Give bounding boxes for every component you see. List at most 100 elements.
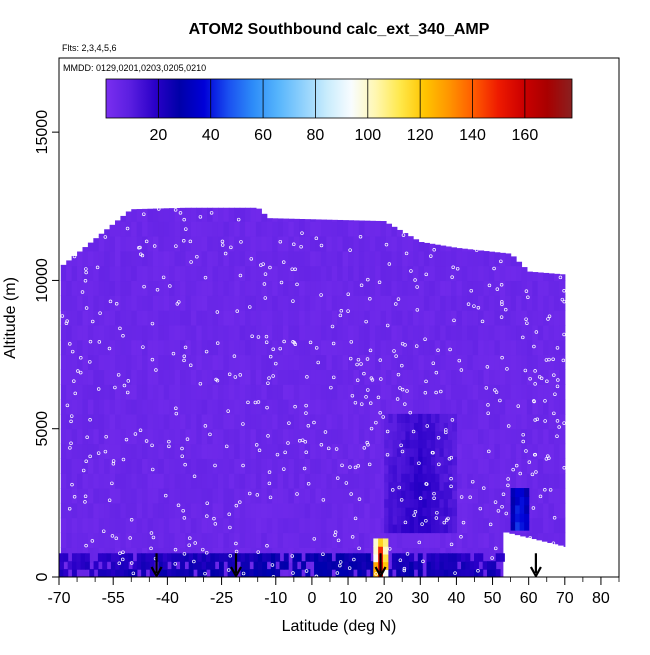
measurement-marker	[488, 522, 493, 527]
heatmap-cell	[445, 295, 452, 311]
heatmap-cell	[299, 502, 306, 519]
heatmap-cell	[66, 260, 73, 267]
heatmap-cell	[447, 456, 453, 466]
heatmap-cell	[93, 428, 100, 445]
heatmap-cell	[272, 399, 279, 415]
heatmap-cell	[60, 458, 67, 474]
heatmap-cell	[262, 561, 268, 570]
heatmap-cell	[250, 280, 257, 296]
heatmap-cell	[543, 324, 550, 341]
measurement-marker	[226, 568, 231, 572]
heatmap-cell	[320, 488, 327, 504]
measurement-marker	[478, 506, 483, 511]
heatmap-cell	[418, 481, 424, 491]
heatmap-cell	[456, 280, 463, 296]
heatmap-cell	[104, 517, 111, 534]
measurement-marker	[152, 244, 157, 248]
heatmap-cell	[348, 369, 355, 385]
heatmap-cell	[510, 473, 517, 489]
heatmap-cell	[163, 280, 170, 296]
heatmap-cell	[434, 244, 441, 252]
heatmap-cell	[418, 280, 425, 296]
heatmap-cell	[426, 447, 432, 457]
heatmap-cell	[472, 384, 479, 400]
heatmap-cell	[337, 384, 344, 400]
heatmap-cell	[478, 502, 485, 519]
heatmap-cell	[299, 235, 306, 252]
colorbar-tick-label: 140	[459, 127, 486, 144]
heatmap-cell	[516, 473, 523, 489]
y-tick-label: 5000	[34, 411, 51, 447]
heatmap-cell	[255, 265, 262, 282]
heatmap-cell	[439, 422, 445, 432]
heatmap-cell	[77, 428, 84, 445]
heatmap-cell	[461, 295, 468, 311]
heatmap-cell	[521, 267, 528, 282]
heatmap-cell	[109, 384, 116, 400]
measurement-marker	[316, 360, 320, 365]
heatmap-cell	[228, 207, 235, 222]
heatmap-cell	[430, 569, 436, 577]
heatmap-cell	[434, 399, 441, 415]
heatmap-cell	[239, 280, 246, 296]
heatmap-cell	[310, 473, 317, 489]
heatmap-cell	[142, 354, 149, 370]
heatmap-cell	[451, 399, 458, 415]
heatmap-cell	[255, 280, 262, 296]
heatmap-cell	[212, 280, 219, 296]
measurement-marker	[423, 337, 427, 341]
heatmap-cell	[548, 339, 555, 356]
heatmap-cell	[553, 369, 560, 385]
heatmap-cell	[261, 235, 268, 252]
heatmap-cell	[283, 399, 290, 415]
heatmap-cell	[331, 443, 338, 459]
measurement-marker	[472, 304, 476, 308]
heatmap-cell	[66, 502, 73, 519]
heatmap-cell	[185, 310, 192, 326]
heatmap-cell	[418, 439, 424, 449]
heatmap-cell	[169, 265, 176, 282]
heatmap-cell	[223, 458, 230, 474]
measurement-marker	[292, 242, 296, 247]
heatmap-cell	[98, 428, 105, 445]
heatmap-cell	[223, 310, 230, 326]
heatmap-cell	[234, 324, 241, 341]
heatmap-cell	[430, 498, 436, 508]
heatmap-cell	[543, 310, 550, 326]
heatmap-cell	[196, 488, 203, 504]
heatmap-cell	[196, 324, 203, 341]
heatmap-cell	[257, 569, 263, 577]
heatmap-cell	[239, 295, 246, 311]
heatmap-cell	[486, 561, 492, 570]
heatmap-cell	[250, 399, 257, 415]
heatmap-cell	[82, 488, 89, 504]
heatmap-cell	[180, 369, 187, 385]
heatmap-cell	[413, 547, 420, 563]
measurement-marker	[261, 262, 265, 266]
measurement-marker	[107, 346, 112, 351]
heatmap-cell	[418, 507, 424, 517]
heatmap-cell	[413, 399, 420, 415]
heatmap-cell	[180, 553, 185, 562]
measurement-marker	[306, 424, 311, 428]
heatmap-cell	[315, 443, 322, 459]
heatmap-cell	[384, 498, 390, 508]
colorbar-tick-lines	[157, 79, 526, 118]
measurement-marker	[449, 542, 454, 547]
heatmap-cell	[93, 473, 100, 489]
heatmap-cell	[384, 515, 390, 525]
heatmap-cell	[396, 515, 402, 525]
heatmap-cell	[93, 532, 100, 548]
measurement-marker	[204, 550, 209, 555]
heatmap-cell	[152, 280, 159, 296]
heatmap-cell	[201, 473, 208, 489]
heatmap-cell	[418, 413, 424, 423]
heatmap-cell	[218, 561, 224, 570]
heatmap-cell	[180, 324, 187, 341]
heatmap-cell	[253, 553, 259, 562]
heatmap-cell	[196, 532, 203, 548]
measurement-marker	[319, 293, 323, 297]
heatmap-cell	[228, 428, 235, 445]
heatmap-cell	[494, 324, 501, 341]
measurement-marker	[331, 341, 336, 346]
